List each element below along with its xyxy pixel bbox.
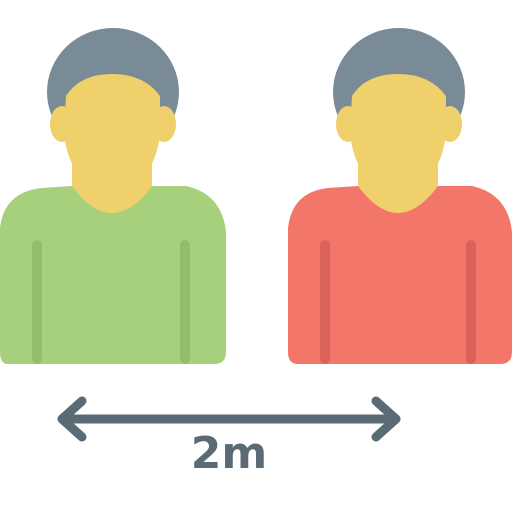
distance-arrow-head-left xyxy=(57,396,87,442)
person-right-shirt xyxy=(288,186,512,364)
distance-label: 2m xyxy=(190,428,268,479)
person-left xyxy=(0,28,226,364)
person-left-seam-left xyxy=(32,240,42,364)
person-right-seam-left xyxy=(320,240,330,364)
person-right xyxy=(288,28,512,364)
person-left-shirt xyxy=(0,186,226,364)
distance-arrow-head-right xyxy=(371,396,401,442)
person-left-seam-right xyxy=(180,240,190,364)
person-right-seam-right xyxy=(466,240,476,364)
distance-arrow xyxy=(57,396,401,442)
person-right-face xyxy=(350,74,446,196)
person-left-face xyxy=(64,74,160,196)
